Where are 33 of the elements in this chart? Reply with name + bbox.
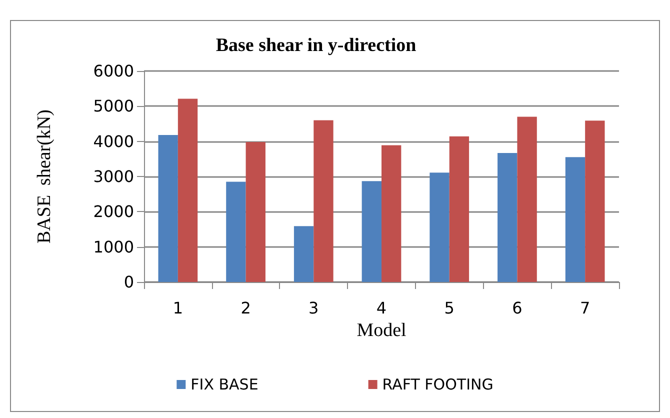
bar: [585, 120, 605, 282]
x-tick-label: 1: [172, 298, 184, 318]
x-tick-label: 4: [376, 298, 387, 318]
legend-label: RAFT FOOTING: [382, 376, 494, 394]
y-tick-label: 1000: [93, 237, 134, 256]
bar: [294, 226, 314, 282]
bar: [314, 120, 334, 282]
x-tick-label: 2: [240, 298, 251, 318]
x-tick-label: 6: [512, 298, 522, 318]
bar: [362, 181, 382, 282]
y-tick-label: 6000: [93, 62, 134, 80]
y-axis-title: BASE shear(kN): [34, 109, 55, 244]
bar: [430, 172, 450, 282]
y-tick-label: 0: [124, 272, 134, 292]
chart-title: Base shear in y-direction: [216, 35, 417, 56]
bar: [382, 145, 402, 282]
x-tick-label: 5: [444, 298, 454, 318]
bar: [246, 142, 266, 282]
x-tick-label: 7: [580, 298, 590, 318]
bar: [449, 136, 470, 282]
bar: [158, 135, 178, 282]
bar: [226, 182, 246, 282]
y-tick-label: 4000: [93, 132, 134, 151]
bar: [517, 116, 537, 282]
y-tick-label: 5000: [93, 96, 134, 116]
y-tick-label: 2000: [93, 202, 134, 222]
legend-label: FIX BASE: [190, 376, 258, 394]
y-tick-label: 3000: [93, 167, 134, 186]
x-axis-title: Model: [356, 320, 406, 341]
bar: [498, 152, 518, 282]
bar: [178, 98, 198, 282]
bar: [565, 157, 586, 282]
x-tick-label: 3: [308, 298, 319, 318]
